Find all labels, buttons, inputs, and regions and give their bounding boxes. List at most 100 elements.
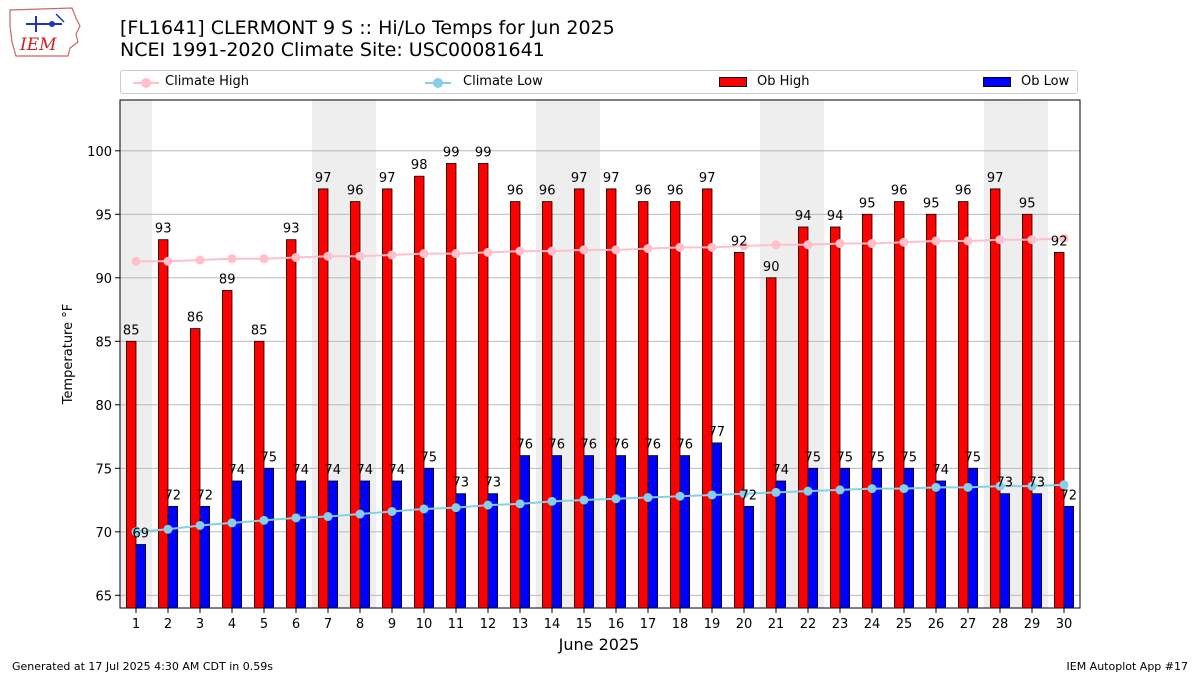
climate-high-point	[163, 256, 173, 266]
ob-high-label: 94	[827, 209, 844, 224]
ob-high-bar	[766, 277, 777, 609]
ob-low-bar	[551, 455, 563, 609]
ob-high-swatch	[719, 77, 747, 87]
legend-climate-low-label: Climate Low	[463, 74, 543, 89]
ob-low-bar	[231, 480, 243, 609]
ob-low-swatch	[983, 77, 1011, 87]
x-tick-label: 24	[864, 617, 881, 632]
y-tick-label: 75	[95, 462, 112, 477]
climate-low-dot-swatch	[433, 78, 443, 88]
footer-generated: Generated at 17 Jul 2025 4:30 AM CDT in …	[12, 660, 273, 673]
ob-high-bar	[509, 201, 521, 609]
climate-high-point	[739, 241, 749, 251]
climate-high-point	[995, 235, 1005, 245]
ob-high-label: 97	[315, 171, 332, 186]
climate-high-point	[771, 240, 781, 250]
climate-low-point	[835, 485, 845, 495]
ob-high-bar	[894, 201, 905, 609]
ob-high-label: 95	[859, 196, 876, 211]
y-tick-label: 80	[95, 399, 112, 414]
ob-low-label: 72	[1061, 488, 1078, 503]
x-tick-label: 1	[132, 617, 140, 632]
climate-low-point	[643, 493, 653, 503]
ob-high-label: 99	[475, 146, 492, 161]
legend-ob-low-label: Ob Low	[1021, 74, 1070, 89]
ob-high-bar	[285, 239, 297, 609]
ob-high-label: 97	[603, 171, 620, 186]
ob-high-label: 96	[507, 184, 524, 199]
ob-high-bar	[798, 226, 809, 609]
ob-low-bar	[711, 442, 723, 609]
ob-high-label: 92	[1051, 234, 1068, 249]
climate-high-point	[227, 254, 237, 264]
climate-low-point	[387, 506, 397, 516]
ob-high-bar	[990, 188, 1001, 609]
climate-low-point	[771, 487, 781, 497]
ob-low-label: 75	[901, 450, 918, 465]
climate-high-point	[963, 236, 973, 246]
climate-high-point	[259, 254, 269, 264]
climate-high-point	[451, 249, 461, 259]
chart-subtitle: NCEI 1991-2020 Climate Site: USC00081641	[120, 39, 545, 61]
x-tick-label: 21	[768, 617, 785, 632]
ob-high-label: 99	[443, 146, 460, 161]
ob-high-label: 97	[379, 171, 396, 186]
ob-low-label: 74	[325, 463, 342, 478]
x-tick-label: 4	[228, 617, 236, 632]
x-tick-label: 29	[1024, 617, 1041, 632]
ob-high-label: 85	[251, 323, 268, 338]
ob-high-label: 96	[347, 184, 364, 199]
ob-low-bar	[263, 467, 275, 609]
climate-low-line	[135, 483, 1065, 533]
x-tick-label: 5	[260, 617, 268, 632]
climate-high-point	[675, 242, 685, 252]
x-tick-label: 19	[704, 617, 721, 632]
climate-low-point	[323, 512, 333, 522]
climate-low-point	[227, 518, 237, 528]
ob-low-label: 76	[613, 438, 630, 453]
y-tick-label: 95	[95, 208, 112, 223]
climate-high-point	[483, 247, 493, 257]
ob-low-bar	[423, 467, 435, 609]
x-tick-label: 20	[736, 617, 753, 632]
ob-high-label: 93	[155, 222, 172, 237]
climate-high-point	[1059, 233, 1069, 243]
climate-low-point	[1059, 480, 1069, 490]
ob-low-label: 73	[453, 476, 470, 491]
ob-low-bar	[679, 455, 691, 609]
climate-high-point	[707, 242, 717, 252]
ob-low-bar	[295, 480, 307, 609]
climate-low-point	[259, 515, 269, 525]
ob-high-label: 96	[955, 184, 972, 199]
ob-low-bar	[359, 480, 371, 609]
climate-low-point	[995, 481, 1005, 491]
climate-low-point	[1027, 481, 1037, 491]
climate-low-point	[963, 482, 973, 492]
climate-low-point	[163, 524, 173, 534]
ob-low-label: 76	[677, 438, 694, 453]
ob-high-label: 97	[699, 171, 716, 186]
climate-high-point	[1027, 235, 1037, 245]
ob-high-label: 94	[795, 209, 812, 224]
ob-low-bar	[999, 493, 1011, 609]
ob-high-label: 97	[571, 171, 588, 186]
ob-low-label: 73	[485, 476, 502, 491]
climate-high-point	[355, 251, 365, 261]
x-tick-label: 3	[196, 617, 204, 632]
climate-high-point	[515, 246, 525, 256]
ob-low-bar	[487, 493, 499, 609]
ob-low-label: 74	[293, 463, 310, 478]
x-tick-label: 17	[640, 617, 657, 632]
x-tick-label: 10	[416, 617, 433, 632]
chart-title: [FL1641] CLERMONT 9 S :: Hi/Lo Temps for…	[120, 17, 615, 39]
y-tick-label: 65	[95, 589, 112, 604]
x-tick-label: 15	[576, 617, 593, 632]
ob-high-bar	[349, 201, 361, 609]
ob-high-bar	[189, 328, 201, 609]
ob-high-label: 97	[987, 171, 1004, 186]
ob-low-bar	[519, 455, 531, 609]
ob-high-bar	[926, 213, 937, 609]
climate-high-point	[419, 249, 429, 259]
climate-high-dot-swatch	[141, 78, 151, 88]
